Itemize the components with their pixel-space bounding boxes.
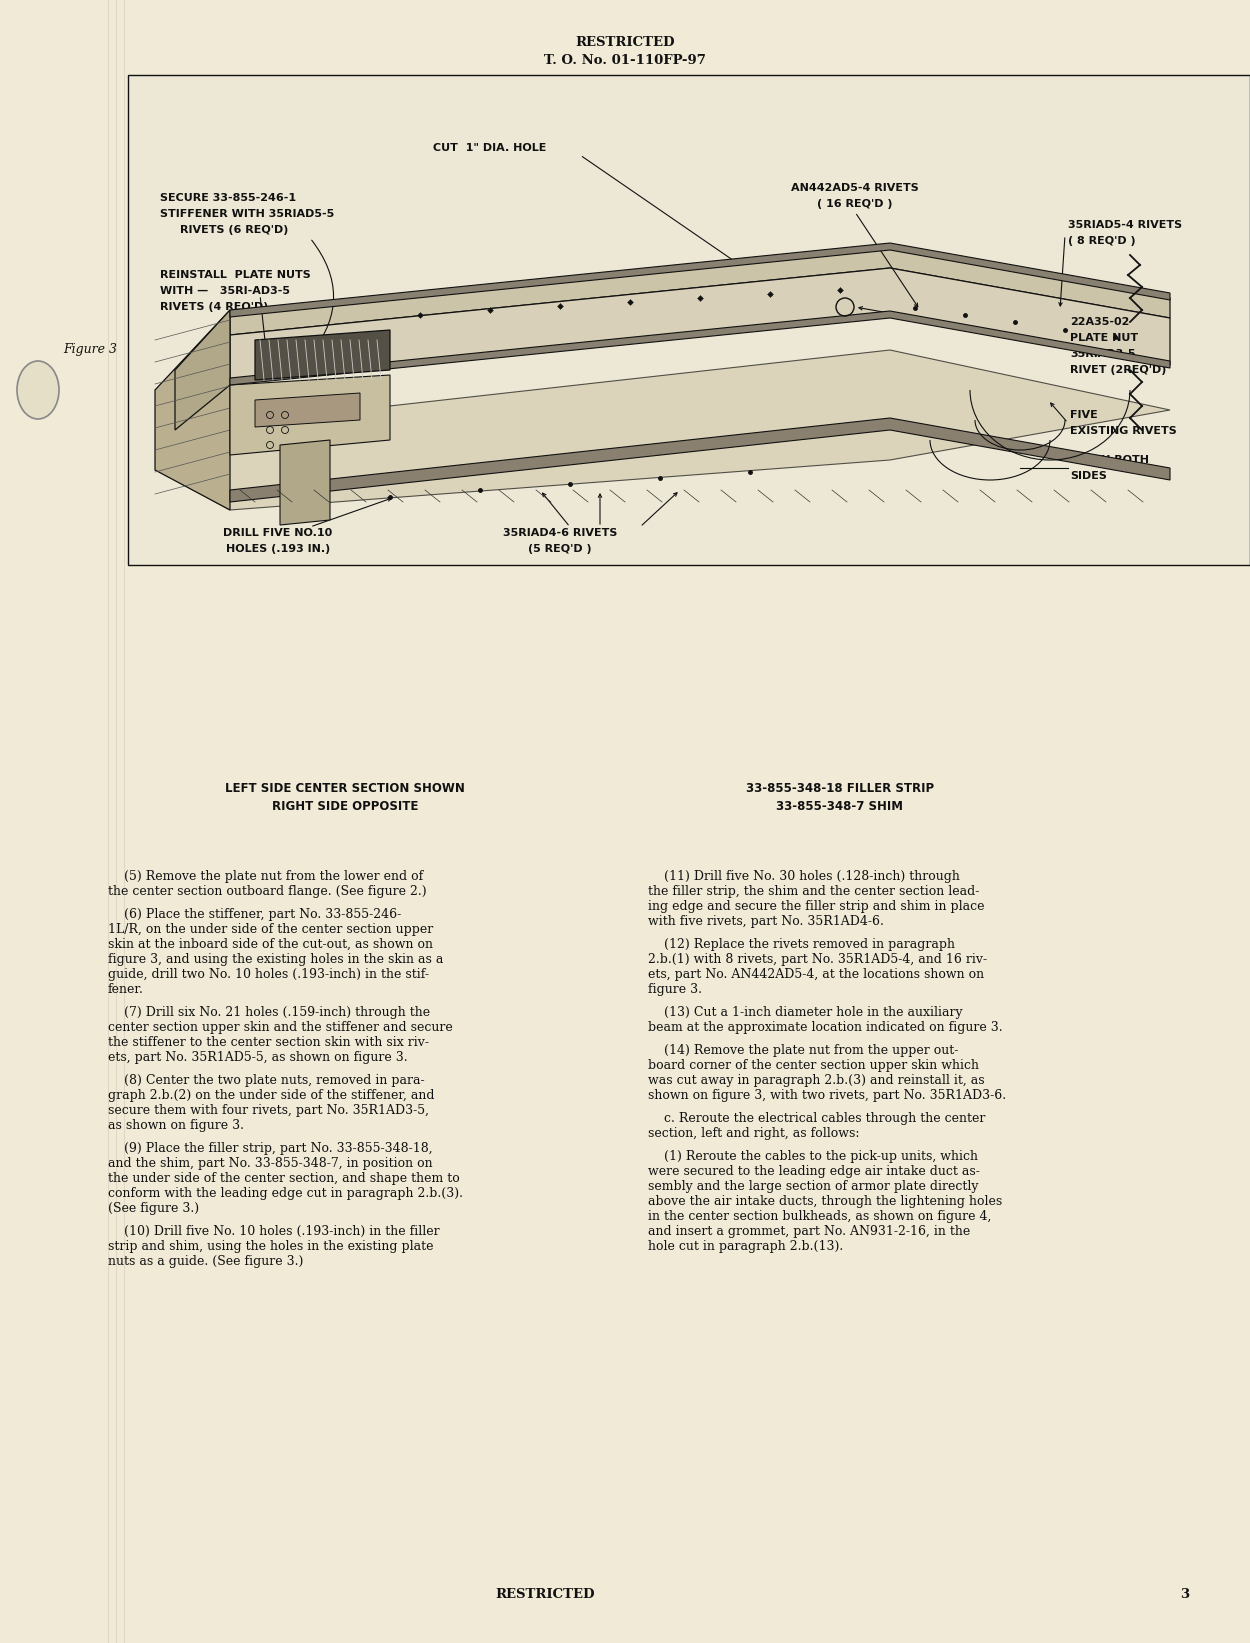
Text: hole cut in paragraph 2.b.(13).: hole cut in paragraph 2.b.(13).: [648, 1240, 844, 1254]
Text: (7) Drill six No. 21 holes (.159-inch) through the: (7) Drill six No. 21 holes (.159-inch) t…: [107, 1006, 430, 1019]
Text: 33-855-348-18 FILLER STRIP: 33-855-348-18 FILLER STRIP: [746, 782, 934, 795]
Text: in the center section bulkheads, as shown on figure 4,: in the center section bulkheads, as show…: [648, 1209, 991, 1222]
Text: (14) Remove the plate nut from the upper out-: (14) Remove the plate nut from the upper…: [648, 1043, 959, 1056]
Text: 35RIAD3-5: 35RIAD3-5: [1070, 348, 1135, 360]
Text: and insert a grommet, part No. AN931-2-16, in the: and insert a grommet, part No. AN931-2-1…: [648, 1226, 970, 1237]
Text: (11) Drill five No. 30 holes (.128-inch) through: (11) Drill five No. 30 holes (.128-inch)…: [648, 871, 960, 882]
Text: 2.b.(1) with 8 rivets, part No. 35R1AD5-4, and 16 riv-: 2.b.(1) with 8 rivets, part No. 35R1AD5-…: [648, 953, 988, 966]
Text: (See figure 3.): (See figure 3.): [107, 1203, 199, 1216]
Text: with five rivets, part No. 35R1AD4-6.: with five rivets, part No. 35R1AD4-6.: [648, 915, 884, 928]
Text: was cut away in paragraph 2.b.(3) and reinstall it, as: was cut away in paragraph 2.b.(3) and re…: [648, 1075, 985, 1088]
Text: graph 2.b.(2) on the under side of the stiffener, and: graph 2.b.(2) on the under side of the s…: [107, 1089, 435, 1102]
Polygon shape: [255, 393, 360, 427]
Text: 33-855-348-7 SHIM: 33-855-348-7 SHIM: [776, 800, 904, 813]
Polygon shape: [155, 311, 230, 509]
Polygon shape: [175, 350, 1170, 509]
Text: sembly and the large section of armor plate directly: sembly and the large section of armor pl…: [648, 1180, 979, 1193]
Text: FIVE: FIVE: [1070, 411, 1098, 421]
Text: the stiffener to the center section skin with six riv-: the stiffener to the center section skin…: [107, 1037, 429, 1048]
Text: RESTRICTED: RESTRICTED: [495, 1589, 595, 1602]
Text: (6) Place the stiffener, part No. 33-855-246-: (6) Place the stiffener, part No. 33-855…: [107, 909, 401, 922]
Text: shown on figure 3, with two rivets, part No. 35R1AD3-6.: shown on figure 3, with two rivets, part…: [648, 1089, 1006, 1102]
Text: figure 3.: figure 3.: [648, 983, 702, 996]
Text: beam at the approximate location indicated on figure 3.: beam at the approximate location indicat…: [648, 1020, 1002, 1033]
Text: REINSTALL  PLATE NUTS: REINSTALL PLATE NUTS: [160, 269, 311, 279]
Text: guide, drill two No. 10 holes (.193-inch) in the stif-: guide, drill two No. 10 holes (.193-inch…: [107, 968, 429, 981]
Text: board corner of the center section upper skin which: board corner of the center section upper…: [648, 1060, 979, 1071]
Text: the under side of the center section, and shape them to: the under side of the center section, an…: [107, 1171, 460, 1185]
Text: (8) Center the two plate nuts, removed in para-: (8) Center the two plate nuts, removed i…: [107, 1075, 425, 1088]
Ellipse shape: [18, 361, 59, 419]
Polygon shape: [230, 375, 390, 455]
Text: T. O. No. 01-110FP-97: T. O. No. 01-110FP-97: [544, 54, 706, 66]
Text: (12) Replace the rivets removed in paragraph: (12) Replace the rivets removed in parag…: [648, 938, 955, 951]
Text: above the air intake ducts, through the lightening holes: above the air intake ducts, through the …: [648, 1194, 1002, 1208]
Text: AN442AD5-4 RIVETS: AN442AD5-4 RIVETS: [791, 182, 919, 192]
Text: ets, part No. 35R1AD5-5, as shown on figure 3.: ets, part No. 35R1AD5-5, as shown on fig…: [107, 1052, 408, 1065]
Text: (13) Cut a 1-inch diameter hole in the auxiliary: (13) Cut a 1-inch diameter hole in the a…: [648, 1006, 962, 1019]
Text: (1) Reroute the cables to the pick-up units, which: (1) Reroute the cables to the pick-up un…: [648, 1150, 978, 1163]
Text: RIVET (2REQ'D): RIVET (2REQ'D): [1070, 365, 1166, 375]
Text: SIDES: SIDES: [1070, 472, 1108, 481]
Text: RIGHT SIDE OPPOSITE: RIGHT SIDE OPPOSITE: [271, 800, 419, 813]
Text: Figure 3: Figure 3: [62, 343, 118, 357]
Text: (10) Drill five No. 10 holes (.193-inch) in the filler: (10) Drill five No. 10 holes (.193-inch)…: [107, 1226, 440, 1237]
Text: as shown on figure 3.: as shown on figure 3.: [107, 1119, 244, 1132]
Polygon shape: [230, 248, 1170, 335]
Text: SECURE 33-855-246-1: SECURE 33-855-246-1: [160, 192, 296, 204]
Bar: [127, 76, 1250, 565]
Text: and the shim, part No. 33-855-348-7, in position on: and the shim, part No. 33-855-348-7, in …: [107, 1157, 432, 1170]
Text: LEFT SIDE CENTER SECTION SHOWN: LEFT SIDE CENTER SECTION SHOWN: [225, 782, 465, 795]
Text: the center section outboard flange. (See figure 2.): the center section outboard flange. (See…: [107, 886, 426, 899]
Text: secure them with four rivets, part No. 35R1AD3-5,: secure them with four rivets, part No. 3…: [107, 1104, 429, 1117]
Text: ( 16 REQ'D ): ( 16 REQ'D ): [818, 199, 892, 209]
Text: 1L/R, on the under side of the center section upper: 1L/R, on the under side of the center se…: [107, 923, 434, 937]
Text: 35RIAD5-4 RIVETS: 35RIAD5-4 RIVETS: [1068, 220, 1182, 230]
Text: 3: 3: [1180, 1589, 1190, 1602]
Text: section, left and right, as follows:: section, left and right, as follows:: [648, 1127, 860, 1140]
Text: ( 8 REQ'D ): ( 8 REQ'D ): [1068, 237, 1136, 246]
Text: RIVETS (6 REQ'D): RIVETS (6 REQ'D): [180, 225, 289, 235]
Text: DRILL FIVE NO.10: DRILL FIVE NO.10: [224, 527, 332, 537]
Text: (5 REQ'D ): (5 REQ'D ): [529, 544, 591, 554]
Text: nuts as a guide. (See figure 3.): nuts as a guide. (See figure 3.): [107, 1255, 304, 1268]
Polygon shape: [230, 268, 1170, 383]
Text: center section upper skin and the stiffener and secure: center section upper skin and the stiffe…: [107, 1020, 453, 1033]
Text: figure 3, and using the existing holes in the skin as a: figure 3, and using the existing holes i…: [107, 953, 444, 966]
Polygon shape: [230, 417, 1170, 503]
Text: the filler strip, the shim and the center section lead-: the filler strip, the shim and the cente…: [648, 886, 980, 899]
Text: conform with the leading edge cut in paragraph 2.b.(3).: conform with the leading edge cut in par…: [107, 1186, 463, 1199]
Text: ing edge and secure the filler strip and shim in place: ing edge and secure the filler strip and…: [648, 900, 985, 914]
Text: PLATE NUT: PLATE NUT: [1070, 334, 1139, 343]
Text: STIFFENER WITH 35RIAD5-5: STIFFENER WITH 35RIAD5-5: [160, 209, 334, 219]
Text: (5) Remove the plate nut from the lower end of: (5) Remove the plate nut from the lower …: [107, 871, 424, 882]
Polygon shape: [175, 311, 230, 430]
Text: skin at the inboard side of the cut-out, as shown on: skin at the inboard side of the cut-out,…: [107, 938, 432, 951]
Text: WITH —   35RI-AD3-5: WITH — 35RI-AD3-5: [160, 286, 290, 296]
Text: RIVETS (4 REQ'D): RIVETS (4 REQ'D): [160, 302, 269, 312]
Text: HOLES (.193 IN.): HOLES (.193 IN.): [226, 544, 330, 554]
Polygon shape: [230, 311, 1170, 384]
Text: (9) Place the filler strip, part No. 33-855-348-18,: (9) Place the filler strip, part No. 33-…: [107, 1142, 432, 1155]
Text: 22A35-02: 22A35-02: [1070, 317, 1130, 327]
Polygon shape: [280, 440, 330, 526]
Polygon shape: [230, 243, 1170, 317]
Text: 35RIAD4-6 RIVETS: 35RIAD4-6 RIVETS: [503, 527, 618, 537]
Text: CUT  1" DIA. HOLE: CUT 1" DIA. HOLE: [434, 143, 546, 153]
Text: c. Reroute the electrical cables through the center: c. Reroute the electrical cables through…: [648, 1112, 985, 1125]
Text: EXISTING RIVETS: EXISTING RIVETS: [1070, 426, 1176, 435]
Text: fener.: fener.: [107, 983, 144, 996]
Text: were secured to the leading edge air intake duct as-: were secured to the leading edge air int…: [648, 1165, 980, 1178]
Polygon shape: [255, 330, 390, 380]
Text: strip and shim, using the holes in the existing plate: strip and shim, using the holes in the e…: [107, 1240, 434, 1254]
Text: FLUSH BOTH: FLUSH BOTH: [1070, 455, 1149, 465]
Text: ets, part No. AN442AD5-4, at the locations shown on: ets, part No. AN442AD5-4, at the locatio…: [648, 968, 984, 981]
Text: RESTRICTED: RESTRICTED: [575, 36, 675, 49]
